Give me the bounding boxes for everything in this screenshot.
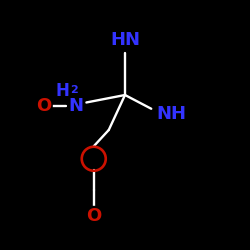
- Text: NH: NH: [156, 105, 186, 123]
- Text: 2: 2: [70, 85, 78, 95]
- Text: HN: HN: [110, 31, 140, 49]
- Text: O: O: [36, 97, 52, 115]
- Text: N: N: [69, 97, 84, 115]
- Text: H: H: [56, 82, 70, 100]
- Text: O: O: [86, 207, 102, 225]
